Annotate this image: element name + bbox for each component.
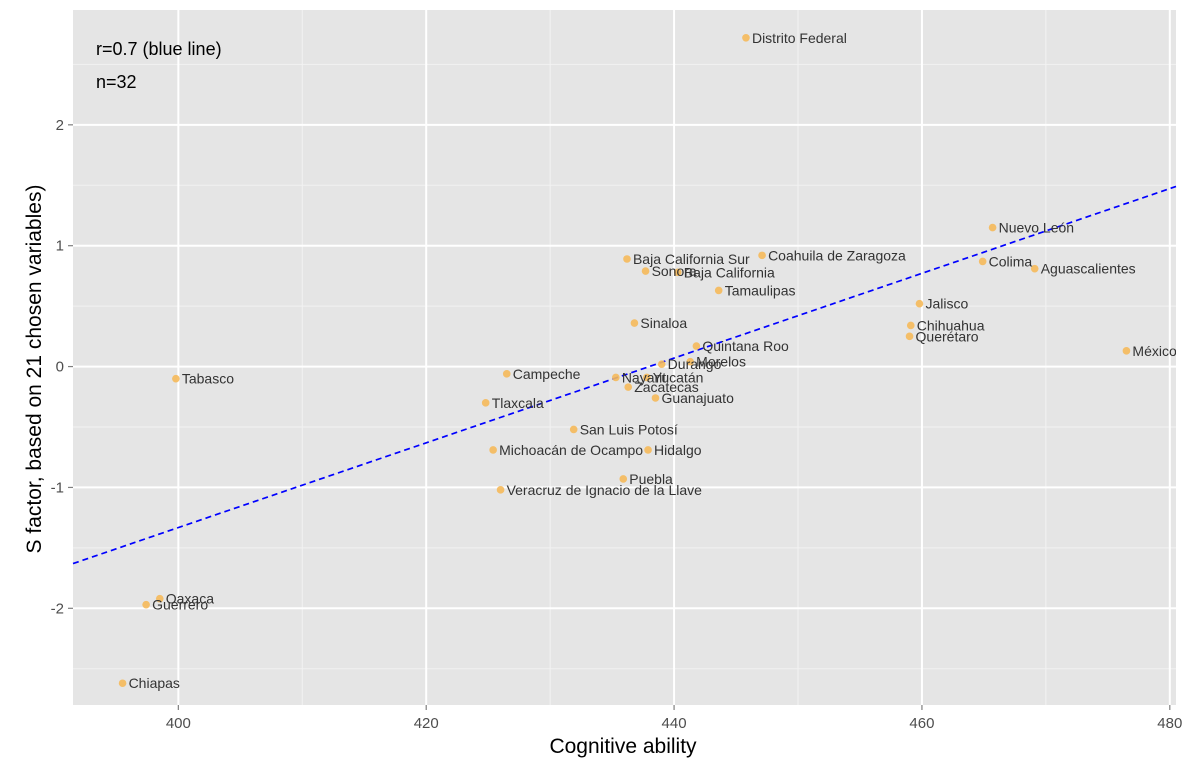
- data-point: [644, 446, 652, 454]
- x-tick-label: 440: [662, 715, 687, 732]
- x-axis-title: Cognitive ability: [549, 735, 697, 758]
- x-tick-label: 460: [909, 715, 934, 732]
- regression-line: [72, 185, 1177, 565]
- data-point: [502, 370, 511, 378]
- data-point-label: Guanajuato: [661, 390, 734, 406]
- data-point: [612, 373, 620, 382]
- data-points: [118, 34, 1131, 688]
- data-point-label: Tabasco: [182, 371, 234, 387]
- data-point-label: Chiapas: [129, 675, 180, 691]
- data-point: [619, 475, 628, 483]
- data-point: [118, 679, 127, 688]
- data-point-label: Campeche: [513, 366, 581, 382]
- data-point: [906, 321, 915, 330]
- data-point-label: Distrito Federal: [752, 30, 847, 46]
- x-tick-label: 420: [414, 715, 439, 732]
- data-point: [905, 332, 914, 341]
- data-point-label: Coahuila de Zaragoza: [768, 247, 906, 263]
- data-point: [630, 319, 639, 327]
- data-point: [1030, 264, 1039, 273]
- annotation-sample-size: n=32: [96, 72, 137, 92]
- data-point: [641, 267, 650, 275]
- data-point-label: Aguascalientes: [1041, 261, 1136, 277]
- annotation-correlation: r=0.7 (blue line): [96, 39, 222, 59]
- y-axis-title: S factor, based on 21 chosen variables): [23, 185, 46, 554]
- data-point-label: Nuevo León: [999, 220, 1075, 236]
- data-point: [692, 342, 701, 350]
- data-point: [686, 357, 694, 366]
- axis-ticks: [68, 124, 1171, 710]
- x-axis-tick-labels: 400 420 440 460 480: [166, 715, 1182, 732]
- data-point-label: Zacatecas: [634, 379, 699, 395]
- y-tick-label: 0: [56, 359, 64, 376]
- y-tick-label: 2: [56, 117, 64, 134]
- data-point: [624, 383, 633, 391]
- data-point-label: Veracruz de Ignacio de la Llave: [507, 482, 703, 498]
- data-point: [496, 486, 505, 494]
- data-point: [142, 600, 150, 609]
- data-point: [742, 34, 750, 42]
- plot-panel: [73, 10, 1176, 705]
- data-point: [172, 374, 180, 383]
- data-point-label: Morelos: [696, 354, 746, 370]
- data-point-label: Chihuahua: [917, 317, 985, 333]
- y-tick-label: -2: [51, 600, 64, 617]
- data-point-label: Puebla: [629, 471, 673, 487]
- data-point-label: Durango: [668, 356, 722, 372]
- data-point: [623, 255, 631, 263]
- data-point-label: Oaxaca: [166, 591, 214, 607]
- data-point: [155, 594, 164, 603]
- data-point-label: Sinaloa: [640, 315, 687, 331]
- data-point-label: Tlaxcala: [492, 395, 544, 411]
- data-point: [657, 360, 666, 368]
- data-point-label: Baja California: [684, 264, 775, 280]
- x-tick-label: 400: [166, 715, 191, 732]
- data-point-label: San Luis Potosí: [580, 421, 678, 437]
- data-point: [714, 286, 723, 295]
- data-point: [915, 299, 924, 308]
- minor-gridlines: [73, 10, 1176, 705]
- data-point-label: México: [1132, 343, 1177, 359]
- data-point-label: Michoacán de Ocampo: [499, 442, 643, 458]
- data-point-label: Guerrero: [152, 597, 208, 613]
- data-point-label: Hidalgo: [654, 442, 702, 458]
- data-point-label: Tamaulipas: [725, 282, 796, 298]
- data-point-label: Yucatán: [653, 369, 704, 385]
- y-tick-label: -1: [51, 479, 64, 496]
- data-point-label: Sonora: [652, 263, 697, 279]
- x-tick-label: 480: [1157, 715, 1182, 732]
- data-point: [489, 446, 497, 454]
- data-point-label: Jalisco: [925, 296, 968, 312]
- data-point: [481, 399, 490, 407]
- y-tick-label: 1: [56, 238, 64, 255]
- data-point: [569, 425, 578, 434]
- data-point: [651, 394, 660, 402]
- data-point-label: Querétaro: [916, 328, 979, 344]
- data-point-labels: Distrito Federal Nuevo León Colima Aguascal…: [129, 30, 1177, 691]
- data-point: [758, 251, 766, 260]
- data-point: [988, 223, 997, 232]
- data-point: [978, 257, 987, 266]
- data-point-label: Baja California Sur: [633, 251, 750, 267]
- data-point: [643, 373, 651, 382]
- data-point-label: Nayarit: [622, 369, 666, 385]
- data-point-label: Quintana Roo: [702, 338, 789, 354]
- data-point: [1122, 347, 1131, 355]
- data-point: [673, 268, 682, 277]
- data-point-label: Colima: [989, 253, 1033, 269]
- y-axis-tick-labels: -2 -1 0 1 2: [51, 117, 64, 617]
